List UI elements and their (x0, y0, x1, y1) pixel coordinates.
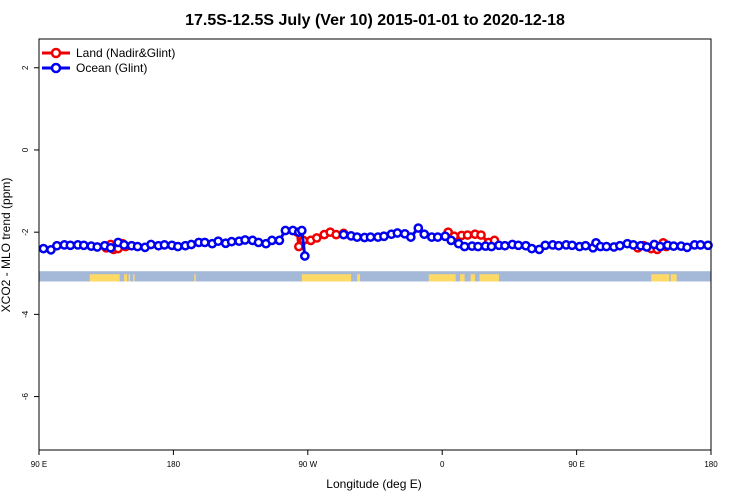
data-point (296, 225, 307, 236)
land-ocean-strip (39, 271, 711, 282)
data-point (405, 232, 416, 242)
data-point (274, 235, 285, 246)
x-axis-label: Longitude (deg E) (326, 477, 421, 491)
series-ocean (38, 223, 713, 261)
data-point (668, 241, 679, 251)
data-point (65, 240, 76, 251)
land-segment (479, 274, 499, 282)
data-point (78, 240, 89, 251)
data-point (462, 230, 473, 240)
data-point (92, 242, 103, 252)
data-point (338, 229, 349, 240)
legend-marker-ocean (50, 62, 62, 74)
land-segment (470, 274, 476, 282)
y-tick-label: 2 (21, 65, 30, 70)
data-point (567, 240, 577, 251)
data-point (513, 240, 524, 251)
data-point (186, 239, 197, 250)
data-point (52, 240, 62, 251)
data-point (628, 240, 639, 250)
data-point (580, 240, 591, 251)
data-point (146, 239, 156, 250)
land-segment (133, 274, 135, 282)
data-point (459, 241, 470, 252)
data-point (105, 242, 116, 253)
plot-frame (38, 38, 712, 451)
data-point (38, 243, 49, 254)
data-point (703, 240, 713, 251)
land-segment (670, 274, 677, 282)
data-point (682, 242, 692, 253)
data-point (615, 240, 625, 251)
data-point (641, 242, 652, 252)
x-tick-label: 180 (704, 460, 718, 469)
data-point (240, 235, 250, 245)
land-segment (89, 274, 120, 282)
data-point (419, 229, 430, 240)
data-point (476, 230, 486, 240)
data-point (119, 240, 129, 250)
x-tick-label: 90 W (298, 460, 317, 469)
data-point (432, 232, 443, 242)
data-point (213, 236, 224, 247)
land-segment (125, 274, 128, 282)
data-point (540, 240, 551, 251)
y-tick-label: 0 (21, 147, 30, 152)
land-segment (428, 274, 456, 282)
land-segment (194, 274, 196, 282)
data-point (379, 231, 389, 242)
legend-label-ocean: Ocean (Glint) (76, 61, 147, 75)
x-tick-label: 90 E (568, 460, 584, 469)
data-point (365, 232, 376, 242)
y-tick-label: -6 (21, 392, 30, 400)
land-segment (301, 274, 352, 282)
x-tick-label: 90 E (31, 460, 47, 469)
data-point (446, 235, 457, 246)
data-point (695, 240, 706, 250)
data-point (601, 241, 612, 252)
land-segment (124, 274, 126, 282)
legend-marker-land (50, 47, 62, 59)
data-point (173, 241, 183, 252)
series-layer (38, 223, 713, 261)
data-point (392, 228, 403, 238)
chart-title: 17.5S-12.5S July (Ver 10) 2015-01-01 to … (185, 12, 565, 29)
x-tick-label: 180 (167, 460, 181, 469)
data-point (413, 223, 424, 233)
land-segment (357, 274, 361, 282)
data-point (352, 232, 362, 242)
data-point (299, 251, 310, 261)
y-axis-label: XCO2 - MLO trend (ppm) (0, 178, 13, 313)
ocean-strip (39, 271, 711, 282)
y-tick-label: -2 (21, 228, 30, 236)
data-point (226, 236, 237, 247)
land-segment (651, 274, 670, 282)
data-point (526, 243, 537, 254)
land-segment (460, 274, 465, 282)
legend: Land (Nadir&Glint) Ocean (Glint) (42, 46, 175, 75)
y-tick-label: -4 (21, 310, 30, 318)
data-point (311, 233, 322, 243)
data-point (486, 241, 497, 252)
data-point (655, 241, 666, 252)
data-point (199, 237, 210, 248)
y-axis: 2 0 -2 -4 -6 (21, 65, 39, 400)
data-point (280, 225, 291, 236)
data-point (159, 240, 170, 250)
legend-label-land: Land (Nadir&Glint) (76, 46, 175, 60)
data-point (132, 241, 143, 252)
x-tick-label: 0 (440, 460, 445, 469)
land-segment (128, 274, 131, 282)
x-axis: 90 E 180 90 W 0 90 E 180 (31, 450, 718, 469)
data-point (553, 240, 564, 251)
data-point (500, 240, 510, 251)
data-point (473, 241, 483, 252)
data-point (267, 235, 277, 246)
data-point (253, 237, 264, 248)
data-point (331, 229, 342, 240)
